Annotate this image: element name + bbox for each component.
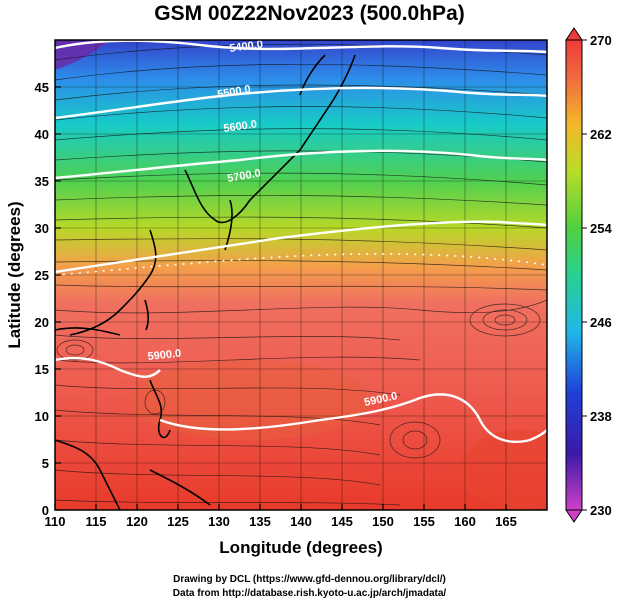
- y-tick-label: 40: [35, 127, 49, 142]
- x-tick-label: 130: [208, 514, 230, 529]
- colorbar-min-arrow: [565, 509, 583, 523]
- y-tick-label: 5: [42, 456, 49, 471]
- x-axis-label: Longitude (degrees): [219, 538, 382, 557]
- chart-title: GSM 00Z22Nov2023 (500.0hPa): [154, 2, 465, 25]
- y-tick-label: 30: [35, 221, 49, 236]
- x-tick-label: 135: [249, 514, 271, 529]
- colorbar-tick-label: 238: [590, 409, 612, 424]
- contour-label: 5900.0: [147, 348, 182, 363]
- contour-label: 5700.0: [226, 167, 261, 185]
- x-tick-label: 120: [126, 514, 148, 529]
- contour-labels: 5400.0 5500.0 5600.0 5700.0 5900.0 5900.…: [147, 38, 398, 409]
- x-tick-label: 115: [86, 514, 107, 529]
- y-tick-label: 0: [42, 503, 49, 518]
- colorbar-tick-label: 246: [590, 315, 612, 330]
- y-axis-label: Latitude (degrees): [5, 201, 24, 348]
- x-tick-label: 125: [167, 514, 189, 529]
- colorbar-tick-label: 270: [590, 33, 612, 48]
- x-tick-label: 140: [290, 514, 312, 529]
- y-axis-ticks: 0 5 10 15 20 25 30 35 40 45: [35, 80, 61, 518]
- contour-label: 5400.0: [229, 38, 264, 55]
- contour-label: 5600.0: [223, 118, 258, 135]
- y-tick-label: 35: [35, 174, 49, 189]
- x-tick-label: 165: [495, 514, 517, 529]
- y-tick-label: 10: [35, 409, 49, 424]
- colorbar-tick-label: 262: [590, 127, 612, 142]
- x-tick-label: 150: [372, 514, 394, 529]
- colorbar-scale: [565, 39, 583, 511]
- x-tick-label: 145: [331, 514, 353, 529]
- x-tick-label: 155: [413, 514, 435, 529]
- y-tick-label: 20: [35, 315, 49, 330]
- footer-source: Data from http://database.rish.kyoto-u.a…: [172, 588, 447, 599]
- x-axis-ticks: 110 115 120 125 130 135 140 145 150 155 160 165: [45, 504, 517, 529]
- x-tick-label: 110: [45, 514, 66, 529]
- coastlines: [55, 54, 356, 510]
- colorbar-max-arrow: [565, 27, 583, 41]
- contour-label: 5500.0: [216, 83, 251, 101]
- y-tick-label: 25: [35, 268, 49, 283]
- x-tick-label: 160: [454, 514, 476, 529]
- colorbar-tick-label: 230: [590, 503, 612, 518]
- footer-credit: Drawing by DCL (https://www.gfd-dennou.o…: [173, 574, 446, 585]
- colorbar-tick-label: 254: [590, 221, 612, 236]
- height-contours: [55, 40, 547, 443]
- y-tick-label: 15: [35, 362, 49, 377]
- colorbar: 230 238 246 254 262 270: [565, 27, 612, 523]
- y-tick-label: 45: [35, 80, 49, 95]
